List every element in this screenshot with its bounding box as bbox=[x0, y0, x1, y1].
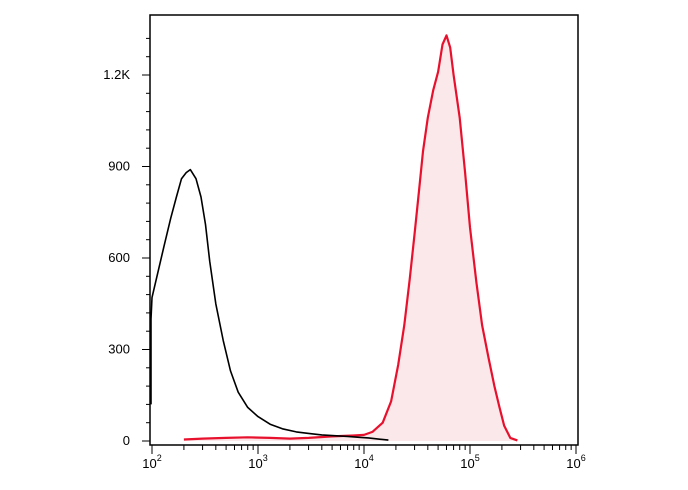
y-tick-label: 600 bbox=[108, 250, 130, 265]
x-tick-label: 106 bbox=[566, 453, 585, 471]
x-axis: 102 103 104 105 106 bbox=[142, 445, 586, 471]
series-0-line bbox=[150, 168, 389, 441]
series-1-fill bbox=[183, 35, 518, 442]
x-tick-exponent: 2 bbox=[157, 453, 162, 463]
y-tick-label: 0 bbox=[123, 433, 130, 448]
x-tick-base: 10 bbox=[566, 456, 580, 471]
x-tick-exponent: 4 bbox=[369, 453, 374, 463]
x-tick-base: 10 bbox=[142, 456, 156, 471]
x-tick-base: 10 bbox=[460, 456, 474, 471]
y-axis: 0 300 600 900 1.2K bbox=[103, 37, 150, 448]
plot-area bbox=[150, 34, 518, 442]
x-tick-label: 105 bbox=[460, 453, 479, 471]
series-1-line bbox=[183, 34, 518, 442]
x-tick-label: 104 bbox=[354, 453, 373, 471]
y-tick-label: 900 bbox=[108, 159, 130, 174]
y-tick-label: 1.2K bbox=[103, 67, 130, 82]
plot-frame bbox=[149, 14, 579, 446]
x-tick-base: 10 bbox=[248, 456, 262, 471]
y-tick-label: 300 bbox=[108, 342, 130, 357]
x-tick-exponent: 3 bbox=[263, 453, 268, 463]
x-tick-base: 10 bbox=[354, 456, 368, 471]
x-tick-label: 102 bbox=[142, 453, 161, 471]
x-tick-exponent: 6 bbox=[581, 453, 586, 463]
x-tick-label: 103 bbox=[248, 453, 267, 471]
x-tick-exponent: 5 bbox=[475, 453, 480, 463]
